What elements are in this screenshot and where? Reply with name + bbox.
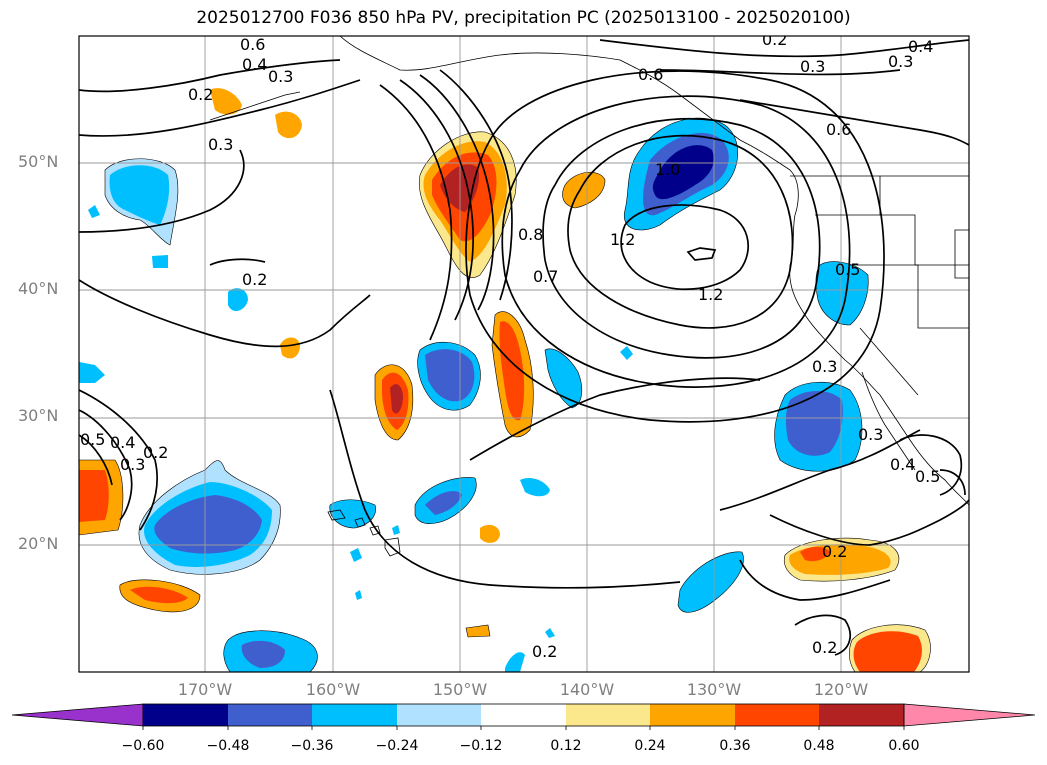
contour-label: 0.4 — [908, 37, 933, 56]
contour-label: 1.2 — [698, 285, 723, 304]
contour-label: 0.3 — [812, 357, 837, 376]
lon-label-160w: 160°W — [305, 680, 361, 699]
pv-contours — [79, 39, 969, 656]
contour-label: 0.2 — [762, 30, 787, 49]
contour-label: 0.4 — [242, 55, 267, 74]
colorbar-tick: 0.60 — [888, 738, 920, 754]
colorbar-tick: −0.60 — [121, 738, 165, 754]
contour-label: 0.3 — [888, 52, 913, 71]
lon-label-170w: 170°W — [177, 680, 233, 699]
lat-label-30n: 30°N — [18, 406, 59, 425]
contour-labels: 0.2 0.3 0.3 0.3 0.2 0.4 0.6 0.8 0.7 1.2 … — [80, 30, 940, 661]
contour-label: 0.2 — [532, 642, 557, 661]
colorbar-tick: 0.48 — [803, 738, 835, 754]
map-frame — [78, 35, 970, 673]
lon-label-150w: 150°W — [432, 680, 488, 699]
colorbar — [11, 703, 1036, 730]
contour-label: 0.2 — [143, 443, 168, 462]
contour-label: 0.6 — [240, 35, 265, 54]
graticule — [79, 36, 969, 672]
contour-label: 0.7 — [533, 267, 558, 286]
contour-label: 1.2 — [610, 230, 635, 249]
colorbar-tick: 0.12 — [550, 738, 582, 754]
contour-label: 0.3 — [858, 425, 883, 444]
contour-label: 0.4 — [110, 433, 135, 452]
contour-label: 0.3 — [120, 455, 145, 474]
contour-label: 0.5 — [915, 467, 940, 486]
colorbar-tick: 0.24 — [634, 738, 666, 754]
contour-label: 0.5 — [80, 430, 105, 449]
map-content: 0.2 0.3 0.3 0.3 0.2 0.4 0.6 0.8 0.7 1.2 … — [79, 30, 969, 672]
colorbar-tick: −0.48 — [206, 738, 250, 754]
colorbar-tick: −0.36 — [290, 738, 334, 754]
lat-label-50n: 50°N — [18, 152, 59, 171]
lon-label-140w: 140°W — [559, 680, 615, 699]
contour-label: 0.2 — [822, 542, 847, 561]
lon-label-130w: 130°W — [686, 680, 742, 699]
contour-label: 0.2 — [188, 85, 213, 104]
contour-label: 0.4 — [890, 455, 915, 474]
contour-label: 0.6 — [826, 120, 851, 139]
contour-label: 0.6 — [638, 65, 663, 84]
colorbar-tick: 0.36 — [719, 738, 751, 754]
map-title: 2025012700 F036 850 hPa PV, precipitatio… — [196, 8, 851, 28]
contour-label: 0.3 — [800, 57, 825, 76]
contour-label: 0.5 — [835, 260, 860, 279]
contour-label: 0.8 — [518, 225, 543, 244]
contour-label: 0.2 — [242, 270, 267, 289]
contour-label: 1.0 — [655, 160, 680, 179]
lat-label-40n: 40°N — [18, 279, 59, 298]
contour-label: 0.3 — [208, 135, 233, 154]
lon-label-120w: 120°W — [813, 680, 869, 699]
colorbar-tick: −0.24 — [375, 738, 419, 754]
lat-label-20n: 20°N — [18, 534, 59, 553]
contour-label: 0.2 — [812, 638, 837, 657]
colorbar-tick: −0.12 — [459, 738, 503, 754]
contour-label: 0.3 — [268, 67, 293, 86]
